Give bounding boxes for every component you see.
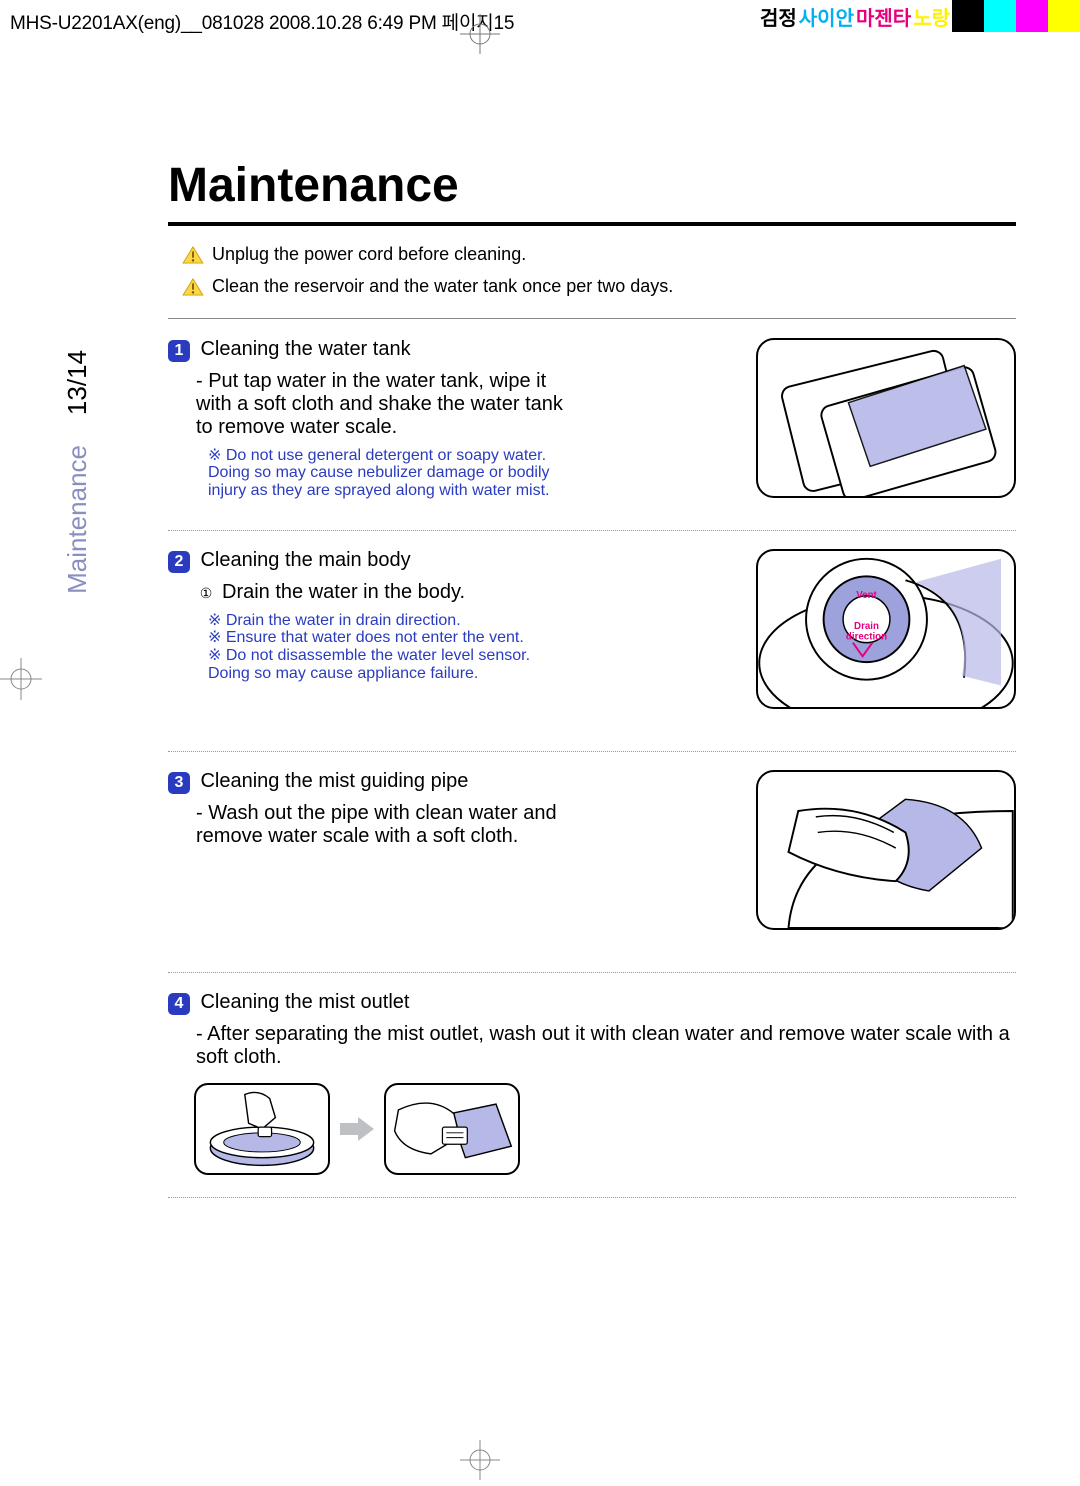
warning-row: Unplug the power cord before cleaning. — [182, 244, 526, 265]
step-title: Cleaning the mist outlet — [200, 991, 409, 1013]
swatch-black — [952, 0, 984, 32]
step-note: ※ Do not use general detergent or soapy … — [208, 447, 568, 500]
register-mark-left — [0, 658, 42, 700]
cmyk-label-magenta: 마젠타 — [856, 2, 911, 31]
step-number-badge: 3 — [168, 772, 190, 794]
swatch-cyan — [984, 0, 1016, 32]
step-title: Cleaning the water tank — [200, 338, 410, 360]
warning-icon — [182, 278, 204, 296]
figure-row — [194, 1083, 1016, 1175]
arrow-icon — [340, 1117, 374, 1141]
figure-water-tank — [756, 338, 1016, 498]
cmyk-label-yellow: 노랑 — [913, 2, 950, 31]
step-2: 2 Cleaning the main body ① Drain the wate… — [168, 549, 1016, 752]
warning-text: Clean the reservoir and the water tank o… — [212, 276, 673, 297]
register-mark-bottom — [460, 1440, 500, 1480]
cmyk-label-black: 검정 — [760, 2, 797, 31]
figure-wash-outlet — [194, 1083, 330, 1175]
step-number-badge: 1 — [168, 340, 190, 362]
warning-row: Clean the reservoir and the water tank o… — [182, 276, 673, 297]
step-1: 1 Cleaning the water tank - Put tap wate… — [168, 338, 1016, 531]
register-mark-top — [460, 14, 500, 54]
step-sub: ① Drain the water in the body. — [196, 581, 568, 604]
substep-num: ① — [196, 584, 216, 604]
substep-title: Drain the water in the body. — [222, 581, 465, 603]
svg-text:direction: direction — [846, 632, 887, 643]
cmyk-label-cyan: 사이안 — [799, 2, 854, 31]
content-area: 1 Cleaning the water tank - Put tap wate… — [168, 338, 1016, 1216]
sidebar: 13/14 Maintenance — [62, 350, 92, 594]
figure-mist-pipe — [756, 770, 1016, 930]
step-3: 3 Cleaning the mist guiding pipe - Wash … — [168, 770, 1016, 973]
swatch-magenta — [1016, 0, 1048, 32]
figure-main-body: Vent Drain direction — [756, 549, 1016, 709]
warning-text: Unplug the power cord before cleaning. — [212, 244, 526, 265]
step-body: - Wash out the pipe with clean water and… — [196, 802, 568, 848]
side-page-number: 13/14 — [62, 350, 93, 415]
step-4: 4 Cleaning the mist outlet - After separ… — [168, 991, 1016, 1198]
step-title: Cleaning the main body — [200, 549, 410, 571]
fig-label-drain: Drain — [854, 621, 879, 632]
step-number-badge: 2 — [168, 551, 190, 573]
step-note: ※ Ensure that water does not enter the v… — [208, 629, 568, 647]
cmyk-block: 검정 사이안 마젠타 노랑 — [760, 0, 1080, 32]
title-rule — [168, 222, 1016, 226]
swatch-yellow — [1048, 0, 1080, 32]
step-note: ※ Do not disassemble the water level sen… — [208, 647, 568, 682]
figure-wipe-outlet — [384, 1083, 520, 1175]
divider — [168, 318, 1016, 319]
side-section-label: Maintenance — [62, 445, 93, 594]
step-body: - Put tap water in the water tank, wipe … — [196, 370, 568, 439]
step-title: Cleaning the mist guiding pipe — [200, 770, 468, 792]
page-title: Maintenance — [168, 158, 459, 213]
warning-icon — [182, 246, 204, 264]
step-note: ※ Drain the water in drain direction. — [208, 612, 568, 630]
fig-label-vent: Vent — [856, 590, 877, 601]
step-number-badge: 4 — [168, 993, 190, 1015]
step-body: - After separating the mist outlet, wash… — [196, 1023, 1016, 1069]
